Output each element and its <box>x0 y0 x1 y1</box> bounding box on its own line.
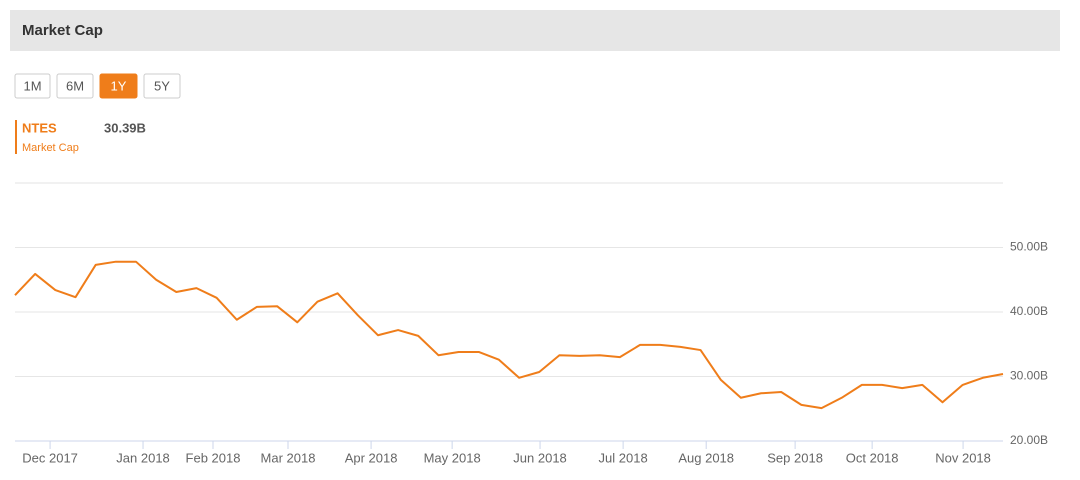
legend-subtitle: Market Cap <box>22 142 79 154</box>
x-tick-label: Mar 2018 <box>261 450 316 465</box>
range-button[interactable] <box>143 73 181 99</box>
range-button[interactable] <box>14 73 51 99</box>
range-button-label[interactable]: 6M <box>66 78 84 93</box>
x-tick-label: Sep 2018 <box>767 450 823 465</box>
x-tick-label: Jan 2018 <box>116 450 170 465</box>
range-button[interactable] <box>56 73 94 99</box>
header-bar <box>10 10 1060 51</box>
range-button-label[interactable]: 5Y <box>154 78 170 93</box>
range-button-label[interactable]: 1M <box>23 78 41 93</box>
x-tick-label: May 2018 <box>424 450 481 465</box>
y-tick-label: 50.00B <box>1010 240 1048 254</box>
x-tick-label: Jun 2018 <box>513 450 567 465</box>
x-tick-label: Nov 2018 <box>935 450 991 465</box>
x-tick-label: Aug 2018 <box>678 450 734 465</box>
legend-name: NTES <box>22 120 57 135</box>
x-tick-label: Jul 2018 <box>599 450 648 465</box>
legend-marker <box>15 120 17 154</box>
x-tick-label: Feb 2018 <box>186 450 241 465</box>
range-button-label[interactable]: 1Y <box>111 78 127 93</box>
x-tick-label: Dec 2017 <box>22 450 78 465</box>
y-tick-label: 20.00B <box>1010 433 1048 447</box>
range-button[interactable] <box>99 73 138 99</box>
x-tick-label: Apr 2018 <box>345 450 398 465</box>
y-tick-label: 30.00B <box>1010 369 1048 383</box>
series-line <box>14 260 1004 410</box>
y-tick-label: 40.00B <box>1010 304 1048 318</box>
legend-value: 30.39B <box>104 120 146 135</box>
header-title: Market Cap <box>22 22 103 39</box>
x-tick-label: Oct 2018 <box>846 450 899 465</box>
